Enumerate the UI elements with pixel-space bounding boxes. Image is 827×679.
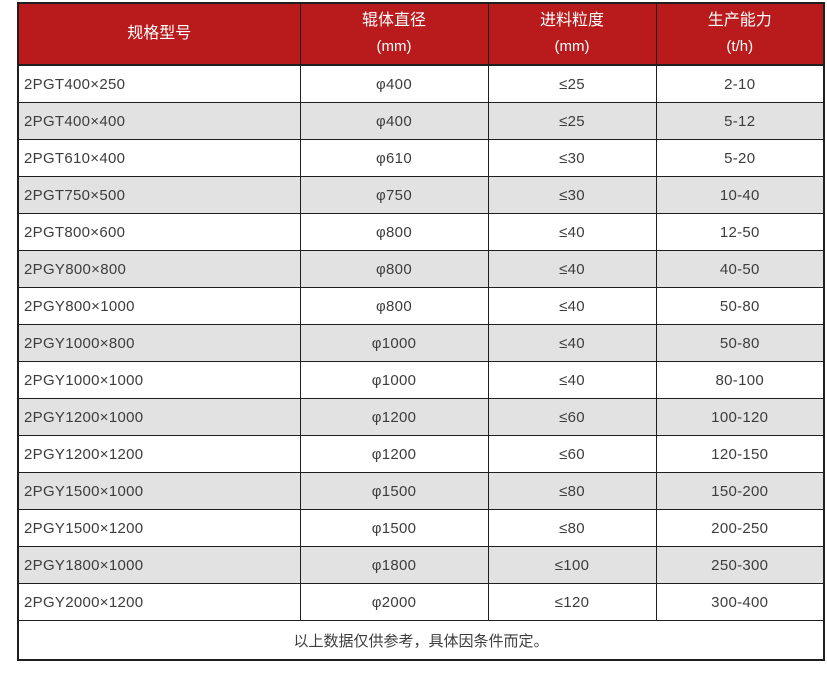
table-header: 规格型号 辊体直径 (mm) 进料粒度 (mm) 生产能力 (t/h) xyxy=(17,2,825,66)
spec-table: 规格型号 辊体直径 (mm) 进料粒度 (mm) 生产能力 (t/h) 2PGT… xyxy=(17,2,825,661)
cell-model: 2PGT610×400 xyxy=(17,139,301,177)
cell-value: ≤40 xyxy=(487,324,657,362)
cell-model: 2PGT400×400 xyxy=(17,102,301,140)
cell-value: 300-400 xyxy=(655,583,825,621)
cell-value: ≤40 xyxy=(487,287,657,325)
cell-value: 12-50 xyxy=(655,213,825,251)
cell-model: 2PGY1800×1000 xyxy=(17,546,301,584)
table-row: 2PGY2000×1200 φ2000 ≤120 300-400 xyxy=(17,583,825,621)
cell-value: 40-50 xyxy=(655,250,825,288)
cell-model: 2PGY800×1000 xyxy=(17,287,301,325)
col-header-unit: (t/h) xyxy=(726,38,754,56)
cell-model: 2PGT750×500 xyxy=(17,176,301,214)
cell-model: 2PGY1500×1200 xyxy=(17,509,301,547)
cell-model: 2PGY1500×1000 xyxy=(17,472,301,510)
cell-model: 2PGT800×600 xyxy=(17,213,301,251)
cell-value: 250-300 xyxy=(655,546,825,584)
col-header-capacity: 生产能力 (t/h) xyxy=(655,2,825,66)
cell-value: φ750 xyxy=(299,176,489,214)
cell-value: ≤100 xyxy=(487,546,657,584)
cell-value: 150-200 xyxy=(655,472,825,510)
cell-value: 100-120 xyxy=(655,398,825,436)
cell-model: 2PGY800×800 xyxy=(17,250,301,288)
cell-value: φ1000 xyxy=(299,361,489,399)
cell-value: 50-80 xyxy=(655,287,825,325)
cell-value: ≤25 xyxy=(487,64,657,103)
cell-value: φ800 xyxy=(299,213,489,251)
cell-model: 2PGT400×250 xyxy=(17,64,301,103)
col-header-label: 辊体直径 xyxy=(361,12,426,30)
cell-value: 2-10 xyxy=(655,64,825,103)
cell-value: φ1500 xyxy=(299,509,489,547)
cell-value: ≤40 xyxy=(487,361,657,399)
header-row: 规格型号 辊体直径 (mm) 进料粒度 (mm) 生产能力 (t/h) xyxy=(17,2,825,66)
cell-value: 10-40 xyxy=(655,176,825,214)
col-header-roller-diameter: 辊体直径 (mm) xyxy=(299,2,489,66)
table-row: 2PGT610×400 φ610 ≤30 5-20 xyxy=(17,139,825,177)
table-row: 2PGY1500×1000 φ1500 ≤80 150-200 xyxy=(17,472,825,510)
cell-value: ≤60 xyxy=(487,398,657,436)
table-row: 2PGT800×600 φ800 ≤40 12-50 xyxy=(17,213,825,251)
cell-value: ≤60 xyxy=(487,435,657,473)
table-row: 2PGY800×1000 φ800 ≤40 50-80 xyxy=(17,287,825,325)
col-header-feed-size: 进料粒度 (mm) xyxy=(487,2,657,66)
cell-value: ≤120 xyxy=(487,583,657,621)
table-row: 2PGT400×400 φ400 ≤25 5-12 xyxy=(17,102,825,140)
cell-value: φ800 xyxy=(299,250,489,288)
cell-model: 2PGY1000×800 xyxy=(17,324,301,362)
footer-note: 以上数据仅供参考，具体因条件而定。 xyxy=(17,620,825,661)
table-row: 2PGY1800×1000 φ1800 ≤100 250-300 xyxy=(17,546,825,584)
col-header-label: 进料粒度 xyxy=(539,12,604,30)
cell-model: 2PGY2000×1200 xyxy=(17,583,301,621)
cell-value: ≤40 xyxy=(487,250,657,288)
cell-value: φ800 xyxy=(299,287,489,325)
footer-row: 以上数据仅供参考，具体因条件而定。 xyxy=(17,620,825,661)
cell-model: 2PGY1200×1000 xyxy=(17,398,301,436)
cell-value: φ1800 xyxy=(299,546,489,584)
col-header-model: 规格型号 xyxy=(17,2,301,66)
cell-value: φ400 xyxy=(299,102,489,140)
table-body: 2PGT400×250 φ400 ≤25 2-10 2PGT400×400 φ400 ≤25… xyxy=(17,64,825,621)
table-row: 2PGY800×800 φ800 ≤40 40-50 xyxy=(17,250,825,288)
cell-model: 2PGY1200×1200 xyxy=(17,435,301,473)
cell-value: ≤25 xyxy=(487,102,657,140)
table-row: 2PGY1200×1200 φ1200 ≤60 120-150 xyxy=(17,435,825,473)
table-row: 2PGY1500×1200 φ1500 ≤80 200-250 xyxy=(17,509,825,547)
cell-value: 5-12 xyxy=(655,102,825,140)
table-row: 2PGT750×500 φ750 ≤30 10-40 xyxy=(17,176,825,214)
cell-value: 5-20 xyxy=(655,139,825,177)
cell-model: 2PGY1000×1000 xyxy=(17,361,301,399)
col-header-unit: (mm) xyxy=(376,38,412,56)
cell-value: ≤80 xyxy=(487,509,657,547)
cell-value: φ1200 xyxy=(299,398,489,436)
table-footer: 以上数据仅供参考，具体因条件而定。 xyxy=(17,620,825,661)
table-row: 2PGY1000×800 φ1000 ≤40 50-80 xyxy=(17,324,825,362)
col-header-label: 规格型号 xyxy=(127,24,192,42)
cell-value: ≤30 xyxy=(487,139,657,177)
col-header-unit: (mm) xyxy=(554,38,590,56)
cell-value: ≤80 xyxy=(487,472,657,510)
cell-value: φ1500 xyxy=(299,472,489,510)
table-row: 2PGT400×250 φ400 ≤25 2-10 xyxy=(17,64,825,103)
table-row: 2PGY1000×1000 φ1000 ≤40 80-100 xyxy=(17,361,825,399)
cell-value: 120-150 xyxy=(655,435,825,473)
cell-value: 200-250 xyxy=(655,509,825,547)
cell-value: ≤40 xyxy=(487,213,657,251)
cell-value: 50-80 xyxy=(655,324,825,362)
cell-value: φ2000 xyxy=(299,583,489,621)
cell-value: ≤30 xyxy=(487,176,657,214)
cell-value: φ1000 xyxy=(299,324,489,362)
col-header-label: 生产能力 xyxy=(707,12,772,30)
cell-value: φ1200 xyxy=(299,435,489,473)
cell-value: φ400 xyxy=(299,64,489,103)
cell-value: 80-100 xyxy=(655,361,825,399)
cell-value: φ610 xyxy=(299,139,489,177)
table-row: 2PGY1200×1000 φ1200 ≤60 100-120 xyxy=(17,398,825,436)
